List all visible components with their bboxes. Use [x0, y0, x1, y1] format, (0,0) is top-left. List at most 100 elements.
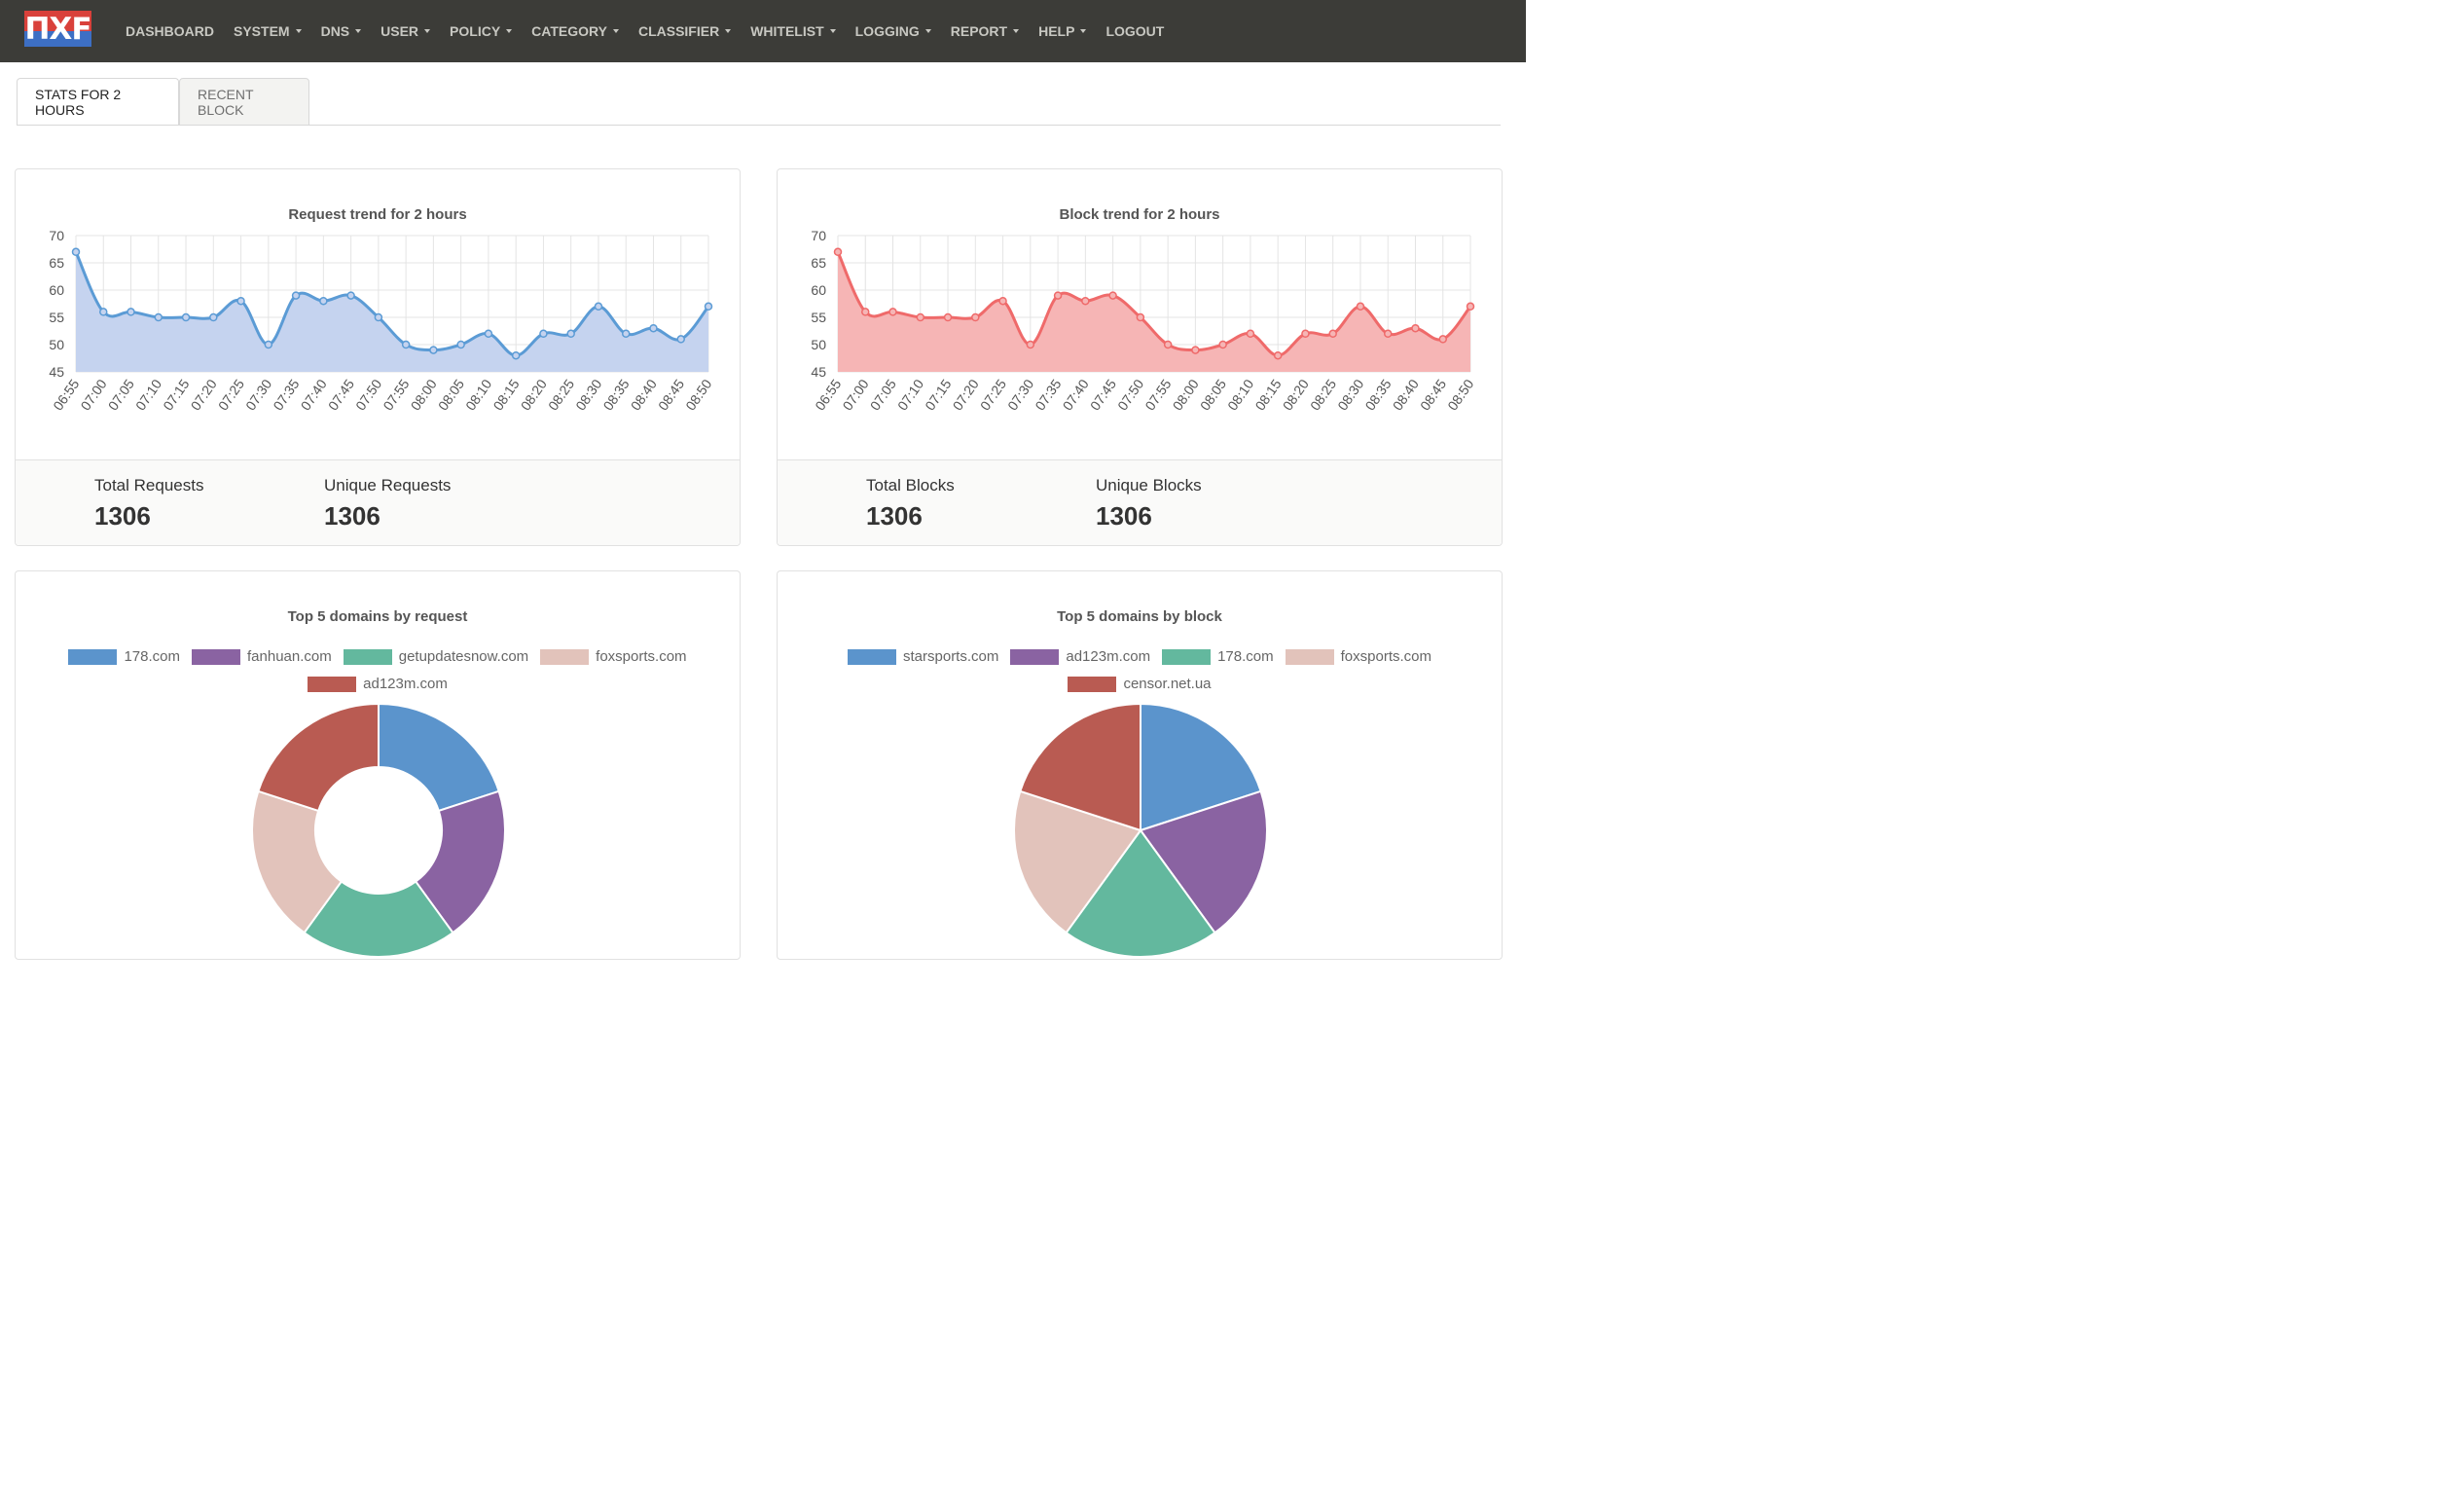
nav-logout[interactable]: LOGOUT: [1096, 23, 1174, 39]
data-point: [511, 350, 521, 360]
legend-swatch: [192, 648, 240, 665]
nav-classifier[interactable]: CLASSIFIER: [629, 23, 741, 39]
caret-down-icon: [355, 29, 362, 33]
x-tick-label: 08:50: [682, 376, 714, 413]
legend-item[interactable]: fanhuan.com: [192, 648, 332, 665]
legend-label: starsports.com: [903, 648, 999, 665]
pie-slice-getupdatesnow.com[interactable]: [303, 880, 454, 958]
nav-user[interactable]: USER: [371, 23, 440, 39]
x-tick-label: 07:10: [132, 376, 164, 413]
data-point: [594, 302, 603, 312]
unique-blocks-stat: Unique Blocks 1306: [1096, 476, 1202, 532]
data-point: [346, 291, 355, 300]
data-point: [539, 329, 548, 339]
legend-item[interactable]: starsports.com: [848, 648, 998, 665]
caret-down-icon: [612, 29, 619, 33]
x-tick-label: 07:15: [160, 376, 192, 413]
unique-requests-label: Unique Requests: [324, 476, 452, 495]
x-tick-label: 07:55: [1141, 376, 1174, 413]
x-tick-label: 06:55: [812, 376, 844, 413]
x-tick-label: 07:50: [352, 376, 384, 413]
total-blocks-label: Total Blocks: [866, 476, 955, 495]
x-tick-label: 07:45: [1087, 376, 1119, 413]
data-point: [916, 312, 925, 322]
legend-swatch: [1010, 648, 1060, 665]
request-trend-chart: 45505560657006:5507:0007:0507:1007:1507:…: [49, 228, 714, 413]
nav-label: DASHBOARD: [126, 23, 214, 39]
data-point: [1301, 329, 1310, 339]
x-tick-label: 08:30: [1334, 376, 1366, 413]
x-tick-label: 07:05: [105, 376, 137, 413]
pie-slice-foxsports.com[interactable]: [1013, 789, 1142, 935]
nav-whitelist[interactable]: WHITELIST: [741, 23, 845, 39]
data-point: [621, 329, 631, 339]
x-tick-label: 08:00: [408, 376, 440, 413]
x-tick-label: 07:35: [1032, 376, 1064, 413]
data-point: [1191, 346, 1200, 354]
legend-label: foxsports.com: [596, 648, 687, 665]
pie-slice-ad123m.com[interactable]: [257, 702, 380, 813]
unique-requests-value: 1306: [324, 501, 380, 531]
data-point: [209, 312, 218, 322]
legend-item[interactable]: foxsports.com: [1285, 648, 1431, 665]
data-point: [1108, 291, 1117, 300]
y-tick-label: 70: [811, 228, 826, 243]
nav-dashboard[interactable]: DASHBOARD: [116, 23, 224, 39]
unique-requests-stat: Unique Requests 1306: [324, 476, 451, 532]
legend-label: ad123m.com: [363, 676, 448, 692]
data-point: [401, 340, 411, 349]
y-tick-label: 55: [49, 310, 64, 325]
nav-label: LOGGING: [854, 23, 920, 39]
pie-slice-178.com[interactable]: [378, 702, 500, 813]
nav-category[interactable]: CATEGORY: [522, 23, 629, 39]
legend-label: getupdatesnow.com: [398, 648, 529, 665]
legend-item[interactable]: 178.com: [1162, 648, 1274, 665]
nav-label: DNS: [320, 23, 350, 39]
data-point: [704, 302, 713, 312]
legend-item[interactable]: ad123m.com: [1010, 648, 1150, 665]
block-trend-panel: Block trend for 2 hours 45 50 55 60 65 70 06:5…: [777, 168, 1503, 546]
data-point: [127, 308, 135, 316]
legend-label: censor.net.ua: [1123, 676, 1212, 692]
x-tick-label: 08:40: [1390, 376, 1422, 413]
top-domains-block-legend: starsports.com ad123m.com 178.com foxsports…: [778, 648, 1502, 703]
pie-slice-foxsports.com[interactable]: [251, 789, 344, 935]
tab-recent-block[interactable]: RECENT BLOCK: [179, 78, 309, 126]
legend-item[interactable]: foxsports.com: [540, 648, 687, 665]
x-tick-label: 07:00: [78, 376, 110, 413]
pie-slice-fanhuan.com[interactable]: [414, 789, 506, 935]
pie-slice-censor.net.ua[interactable]: [1019, 702, 1141, 832]
legend-item[interactable]: censor.net.ua: [1068, 676, 1212, 692]
x-tick-label: 08:50: [1444, 376, 1476, 413]
data-point: [1383, 329, 1393, 339]
data-point: [1163, 340, 1173, 349]
main-menu: DASHBOARD SYSTEM DNS USER POLICY CATEGORY CLAS…: [116, 0, 1174, 62]
total-requests-value: 1306: [94, 501, 151, 531]
legend-swatch: [343, 648, 392, 665]
legend-item[interactable]: 178.com: [68, 648, 180, 665]
top-domains-block-panel: Top 5 domains by block starsports.com ad1…: [777, 570, 1503, 960]
nav-logging[interactable]: LOGGING: [846, 23, 941, 39]
nav-help[interactable]: HELP: [1029, 23, 1096, 39]
series-area: [838, 251, 1470, 372]
pie-slice-ad123m.com[interactable]: [1139, 789, 1268, 935]
x-tick-label: 08:20: [1280, 376, 1312, 413]
nav-policy[interactable]: POLICY: [440, 23, 522, 39]
caret-down-icon: [924, 29, 931, 33]
legend-item[interactable]: getupdatesnow.com: [343, 648, 529, 665]
x-tick-label: 07:05: [867, 376, 899, 413]
nav-label: CATEGORY: [531, 23, 607, 39]
nav-dns[interactable]: DNS: [311, 23, 372, 39]
tab-stats-2-hours[interactable]: STATS FOR 2 HOURS: [17, 78, 179, 126]
block-trend-title: Block trend for 2 hours: [1059, 206, 1220, 223]
legend-swatch: [68, 648, 118, 665]
nav-report[interactable]: REPORT: [941, 23, 1029, 39]
pie-slice-178.com[interactable]: [1065, 828, 1216, 958]
nav-system[interactable]: SYSTEM: [224, 23, 311, 39]
legend-item[interactable]: ad123m.com: [308, 676, 448, 692]
pie-slice-starsports.com[interactable]: [1140, 702, 1262, 832]
brand-logo[interactable]: ПXF: [24, 11, 91, 47]
x-tick-label: 07:15: [922, 376, 954, 413]
x-tick-label: 08:25: [1307, 376, 1339, 413]
data-point: [1246, 329, 1255, 339]
